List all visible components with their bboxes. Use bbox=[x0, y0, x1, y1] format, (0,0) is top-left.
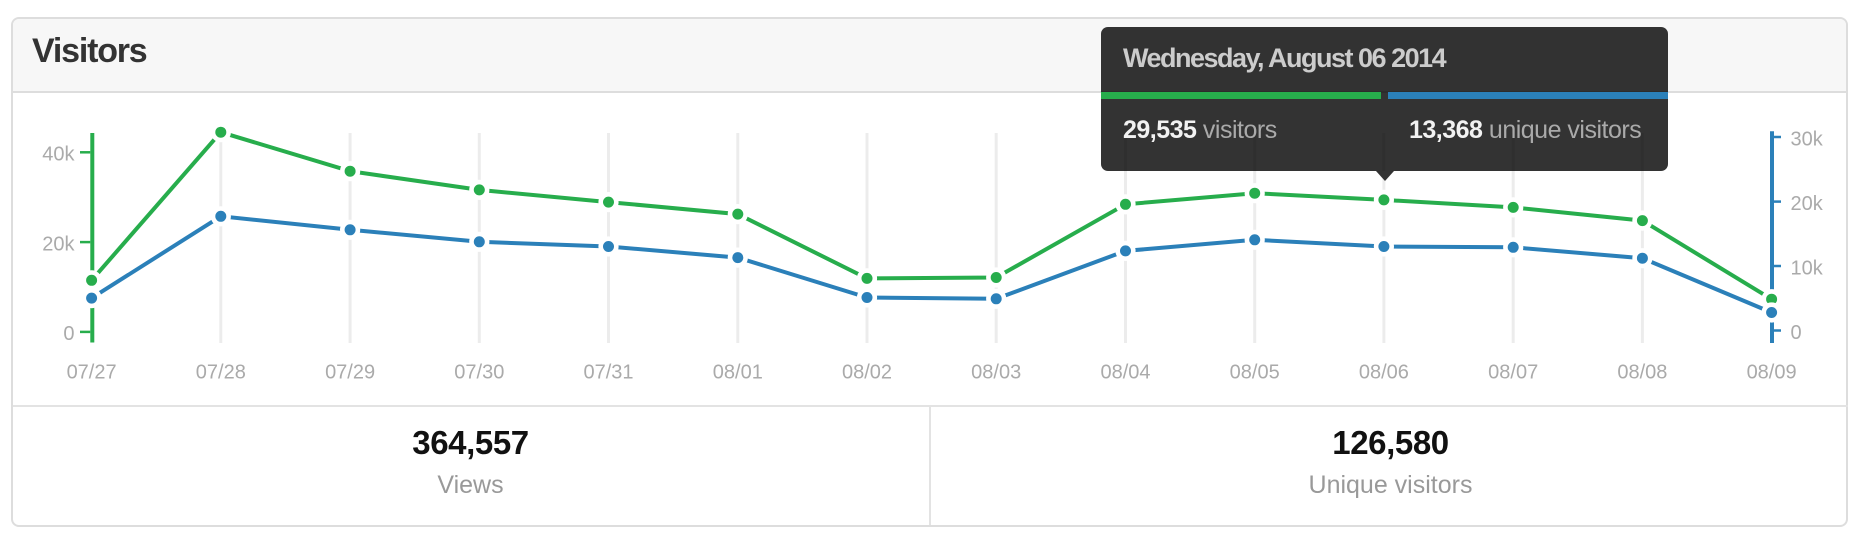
svg-text:07/30: 07/30 bbox=[454, 361, 504, 383]
svg-text:20k: 20k bbox=[42, 233, 75, 255]
svg-text:20k: 20k bbox=[1791, 193, 1824, 215]
svg-text:08/04: 08/04 bbox=[1100, 361, 1150, 383]
svg-text:08/01: 08/01 bbox=[713, 361, 763, 383]
svg-text:08/05: 08/05 bbox=[1230, 361, 1280, 383]
svg-text:40k: 40k bbox=[42, 144, 75, 166]
svg-text:08/07: 08/07 bbox=[1488, 361, 1538, 383]
svg-text:10k: 10k bbox=[1791, 257, 1824, 279]
svg-text:08/02: 08/02 bbox=[842, 361, 892, 383]
svg-text:07/28: 07/28 bbox=[196, 361, 246, 383]
svg-text:08/06: 08/06 bbox=[1359, 361, 1409, 383]
svg-text:08/08: 08/08 bbox=[1617, 361, 1667, 383]
svg-text:30k: 30k bbox=[1791, 128, 1824, 150]
svg-text:08/03: 08/03 bbox=[971, 361, 1021, 383]
svg-text:07/31: 07/31 bbox=[583, 361, 633, 383]
svg-text:0: 0 bbox=[63, 323, 74, 345]
svg-text:07/27: 07/27 bbox=[67, 361, 117, 383]
svg-text:07/29: 07/29 bbox=[325, 361, 375, 383]
svg-text:0: 0 bbox=[1791, 322, 1802, 344]
svg-text:08/09: 08/09 bbox=[1747, 361, 1797, 383]
